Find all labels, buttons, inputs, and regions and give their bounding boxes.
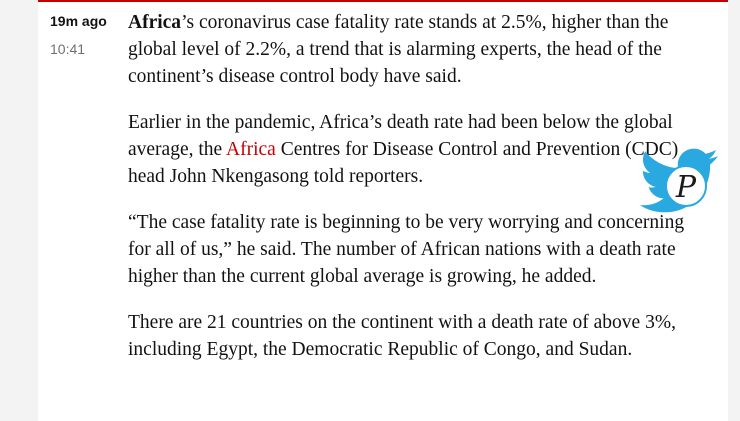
africa-link[interactable]: Africa [226, 139, 276, 160]
paragraph-1: Africa’s coronavirus case fatality rate … [128, 9, 708, 90]
monogram-letter: P [675, 170, 697, 205]
entry-meta: 19m ago 10:41 [50, 10, 130, 60]
entry-body: Africa’s coronavirus case fatality rate … [128, 9, 708, 382]
entry-top-rule [38, 0, 728, 2]
twitter-watermark: P [630, 142, 728, 224]
paragraph-3: “The case fatality rate is beginning to … [128, 212, 685, 287]
paragraph-2-text-end: Centres for Disease Control and Preventi… [128, 139, 679, 187]
paragraph-4: There are 21 countries on the continent … [128, 312, 676, 360]
time-ago-label[interactable]: 19m ago [50, 13, 107, 29]
lead-keyword: Africa [128, 12, 182, 33]
live-blog-entry: 19m ago 10:41 Africa’s coronavirus case … [38, 0, 728, 421]
paragraph-1-text: ’s coronavirus case fatality rate stands… [128, 12, 669, 87]
twitter-bird-icon: P [639, 148, 718, 213]
paragraph-2-text-start: Earlier in the pandemic, Africa’s death … [128, 112, 673, 160]
timestamp-label: 10:41 [50, 41, 86, 57]
paragraph-2: Earlier in the pandemic, Africa’s death … [128, 109, 708, 190]
